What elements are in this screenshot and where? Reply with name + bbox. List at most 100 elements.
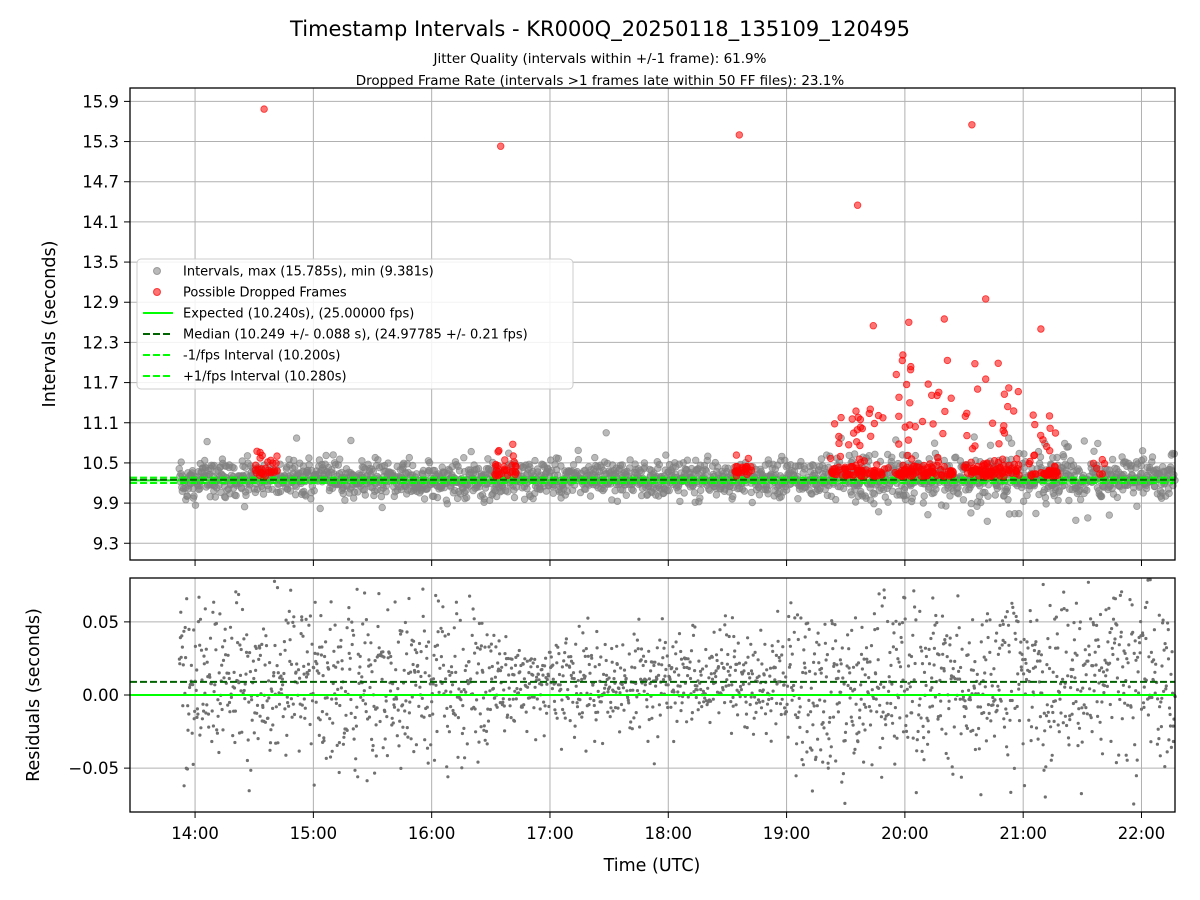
residual-point (817, 643, 821, 647)
residual-point (825, 732, 829, 736)
residual-point (239, 689, 243, 693)
residual-point (221, 728, 225, 732)
residual-point (1169, 672, 1173, 676)
residual-point (459, 698, 463, 702)
residual-point (1159, 700, 1163, 704)
residual-point (575, 705, 580, 709)
residual-point (900, 621, 905, 625)
residual-point (475, 698, 479, 702)
residual-point (788, 644, 793, 648)
interval-point (1053, 453, 1061, 462)
residual-point (904, 729, 909, 734)
residual-point (1024, 661, 1028, 665)
residual-point (821, 721, 825, 725)
residual-point (388, 689, 393, 693)
residual-point (418, 685, 422, 689)
residual-point (754, 710, 758, 715)
residual-point (568, 719, 572, 723)
interval-point (680, 489, 688, 497)
residual-point (1038, 659, 1042, 663)
interval-point (967, 509, 975, 517)
residual-point (372, 704, 376, 709)
residual-point (557, 672, 562, 677)
residual-point (276, 741, 280, 745)
residual-point (395, 697, 399, 701)
residual-point (434, 593, 438, 598)
residual-point (439, 626, 443, 630)
residual-point (549, 655, 553, 659)
interval-point (930, 439, 939, 447)
residual-point (1027, 718, 1031, 722)
residual-point (574, 642, 578, 646)
residual-point (1070, 712, 1074, 716)
residual-point (686, 674, 690, 678)
residual-point (1127, 685, 1131, 689)
residual-point (561, 674, 565, 678)
residual-point (220, 707, 224, 712)
residual-point (180, 634, 184, 638)
residual-point (911, 736, 915, 740)
residual-point (608, 685, 612, 689)
residual-point (1132, 802, 1136, 806)
residual-point (959, 665, 963, 670)
dropped-frame-point (853, 464, 861, 472)
residual-point (414, 683, 418, 687)
residual-point (672, 739, 676, 744)
residual-point (387, 651, 391, 655)
residual-point (763, 642, 767, 646)
residual-point (1067, 743, 1071, 747)
residual-point (292, 712, 297, 717)
residual-point (178, 662, 182, 666)
residual-point (892, 734, 897, 738)
residual-point (834, 759, 838, 763)
residual-point (349, 697, 353, 702)
interval-point (203, 437, 211, 446)
dropped-frame-point (990, 464, 998, 472)
residual-point (610, 646, 614, 651)
residual-point (893, 762, 897, 766)
interval-point (1072, 516, 1080, 524)
residual-point (827, 737, 831, 741)
residual-point (604, 658, 608, 663)
interval-point (232, 491, 240, 500)
residual-point (1115, 676, 1119, 680)
residual-point (527, 671, 531, 675)
residual-point (1108, 630, 1112, 635)
residual-point (731, 704, 735, 708)
residual-point (958, 697, 962, 701)
residual-point (1119, 630, 1123, 634)
interval-point (1138, 447, 1147, 455)
x-tick-label: 16:00 (408, 824, 456, 843)
dropped-frame-point (509, 440, 517, 448)
residual-point (621, 643, 625, 647)
residual-point (495, 705, 499, 709)
residual-point (461, 647, 465, 651)
residual-point (349, 711, 353, 716)
residual-point (295, 662, 299, 666)
residual-point (501, 700, 505, 704)
interval-point (1032, 509, 1040, 518)
residual-point (612, 677, 616, 681)
residual-point (763, 712, 768, 716)
interval-point (1076, 495, 1085, 504)
dropped-frame-point (1092, 464, 1101, 472)
residual-point (1146, 713, 1150, 717)
residual-point (294, 670, 298, 674)
residual-point (396, 640, 400, 644)
residual-point (985, 619, 989, 623)
residual-point (374, 723, 378, 727)
dropped-frame-point (990, 457, 999, 465)
residual-point (1072, 638, 1076, 642)
residual-point (421, 587, 425, 591)
residual-point (1022, 784, 1027, 788)
interval-point (1041, 493, 1050, 502)
residual-point (844, 722, 849, 726)
residual-point (865, 657, 869, 661)
residual-point (413, 648, 417, 652)
residual-point (1009, 790, 1013, 795)
residual-point (221, 658, 226, 663)
residual-point (682, 665, 686, 670)
residual-point (1043, 729, 1047, 733)
residual-point (944, 732, 948, 736)
residual-point (185, 767, 189, 771)
